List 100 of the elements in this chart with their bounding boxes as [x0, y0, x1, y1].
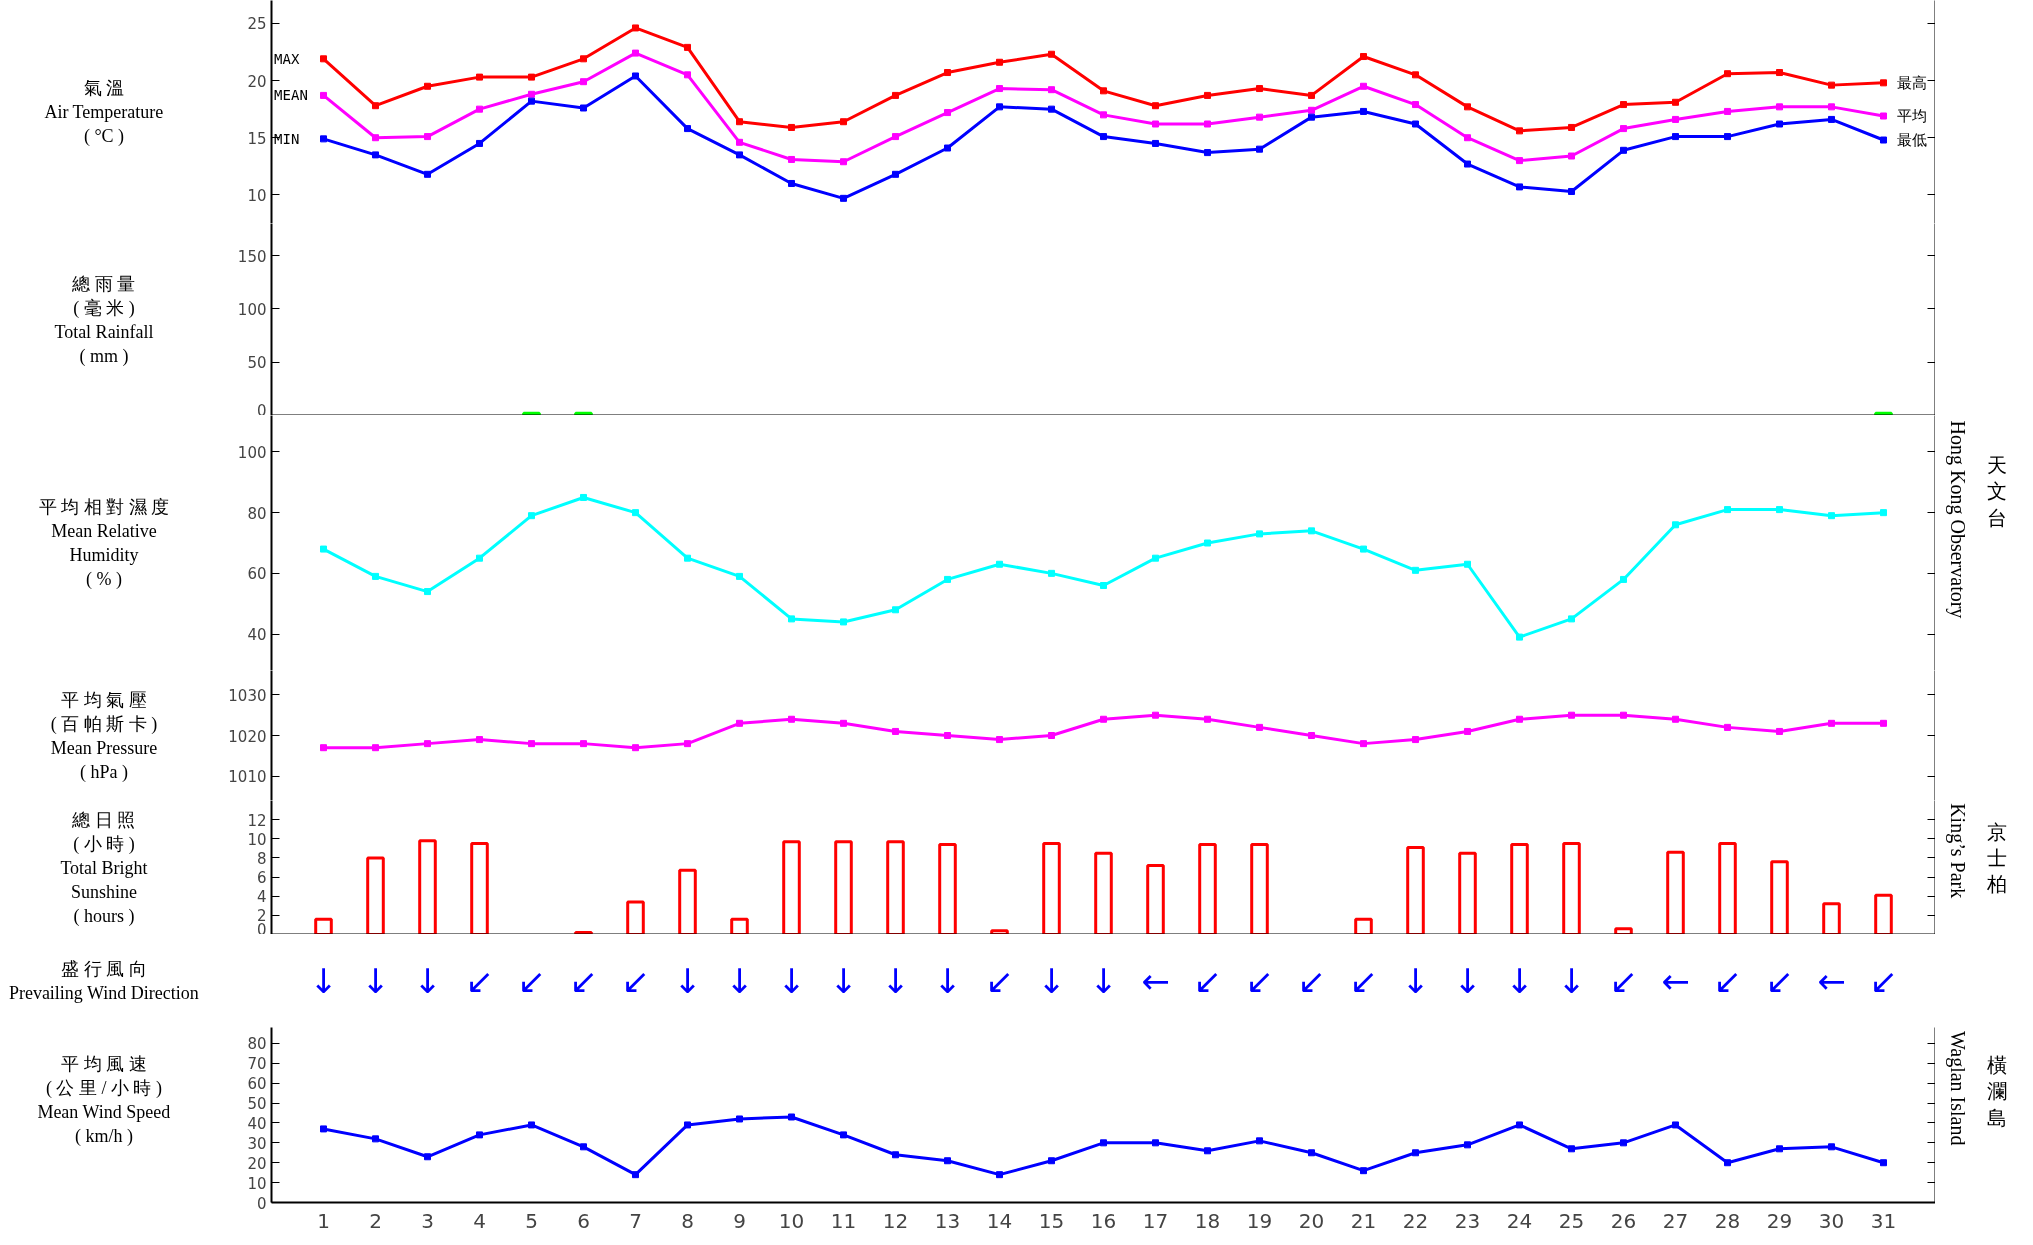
point [320, 1125, 327, 1133]
point [892, 170, 899, 178]
point [996, 736, 1003, 744]
point [1672, 133, 1679, 141]
text: ↓ [361, 961, 390, 1001]
x-tick-label: 31 [1870, 1208, 1897, 1233]
x-tick-label: 6 [577, 1208, 590, 1233]
x-tick-label: 16 [1090, 1208, 1117, 1233]
point [840, 1131, 847, 1139]
text: 橫瀾島 [1987, 1053, 2008, 1129]
y-tick-label: 15 [247, 129, 267, 148]
point [528, 1121, 535, 1129]
point [1308, 1149, 1315, 1157]
point [1776, 727, 1783, 735]
point [1100, 133, 1107, 141]
x-tick-label: 10 [778, 1208, 805, 1233]
y-tick-label: 12 [247, 811, 267, 830]
x-tick-label: 9 [733, 1208, 746, 1233]
point [1464, 103, 1471, 111]
y-tick-label: 10 [247, 1174, 267, 1193]
point [996, 1171, 1003, 1179]
point [1048, 86, 1055, 94]
text: King’s Park [1946, 803, 1970, 899]
point [1464, 560, 1471, 568]
y-tick-label: 30 [247, 1134, 267, 1153]
point [1360, 82, 1367, 90]
point [1308, 91, 1315, 99]
point [788, 155, 795, 163]
x-tick-label: 26 [1610, 1208, 1637, 1233]
point [736, 138, 743, 146]
bar [1094, 851, 1113, 934]
point [1048, 50, 1055, 58]
point [1620, 146, 1627, 154]
text: ↙ [1193, 961, 1222, 1001]
text: ↓ [1505, 961, 1534, 1001]
point [1048, 105, 1055, 113]
bar [1666, 850, 1685, 934]
y-tick-label: 70 [247, 1055, 267, 1074]
point [1412, 71, 1419, 79]
bar [1354, 917, 1373, 934]
y-tick-label: 60 [247, 565, 267, 584]
point [1516, 633, 1523, 641]
point [1412, 566, 1419, 574]
point [840, 158, 847, 166]
point [1880, 1159, 1887, 1167]
y-tick-label: 60 [247, 1075, 267, 1094]
bar [834, 840, 853, 934]
point [1568, 187, 1575, 195]
x-tick-label: 20 [1298, 1208, 1325, 1233]
point [1412, 1149, 1419, 1157]
point [944, 144, 951, 152]
point [892, 1151, 899, 1159]
point [788, 1113, 795, 1121]
point [580, 104, 587, 112]
bar [1510, 843, 1529, 934]
x-tick-label: 11 [830, 1208, 857, 1233]
point [1672, 521, 1679, 529]
x-tick-label: 3 [421, 1208, 434, 1233]
point [1412, 120, 1419, 128]
point [1256, 85, 1263, 93]
point [1516, 127, 1523, 135]
point [320, 135, 327, 143]
point [1100, 715, 1107, 723]
point [892, 133, 899, 141]
point [1568, 1145, 1575, 1153]
point [1204, 539, 1211, 547]
point [1204, 1147, 1211, 1155]
bar [782, 840, 801, 934]
text: ↙ [1245, 961, 1274, 1001]
point [1828, 719, 1835, 727]
point [944, 69, 951, 77]
point [840, 719, 847, 727]
bar [1458, 851, 1477, 934]
y-tick-label: 150 [237, 247, 267, 266]
point [1152, 120, 1159, 128]
point [1880, 136, 1887, 144]
y-tick-label: 20 [247, 1154, 267, 1173]
point [840, 194, 847, 202]
text: ↙ [1713, 961, 1742, 1001]
y-tick-label: 25 [247, 15, 267, 34]
point [528, 740, 535, 748]
y-axis-title: 總 雨 量 ( 毫 米 ) Total Rainfall ( mm ) [54, 273, 154, 367]
point [1776, 69, 1783, 77]
x-tick-label: 15 [1038, 1208, 1065, 1233]
point [372, 1135, 379, 1143]
bar [1042, 842, 1061, 934]
y-tick-label: 8 [256, 849, 267, 868]
point [1880, 79, 1887, 87]
point [1724, 70, 1731, 78]
point [736, 719, 743, 727]
text: ↓ [673, 961, 702, 1001]
bar [1146, 864, 1165, 934]
bar [1614, 927, 1633, 934]
text: ← [1661, 961, 1690, 1001]
point [632, 509, 639, 517]
point [580, 493, 587, 501]
point [1620, 711, 1627, 719]
point [944, 1157, 951, 1165]
text: ↓ [1037, 961, 1066, 1001]
bar [990, 929, 1009, 934]
